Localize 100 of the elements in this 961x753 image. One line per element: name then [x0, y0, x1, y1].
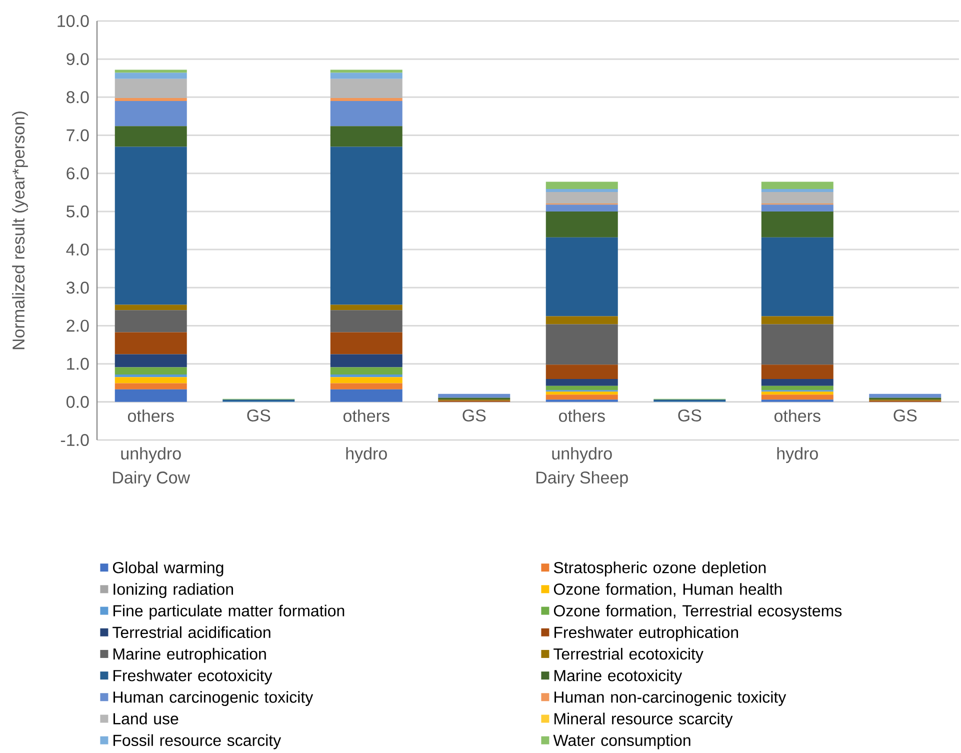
legend-label: Terrestrial ecotoxicity: [554, 648, 704, 663]
y-tick-label: 7.0: [66, 129, 89, 142]
bar: [330, 377, 402, 384]
text: Dairy Cow: [113, 471, 190, 487]
legend-label: Fine particulate matter formation: [114, 604, 344, 620]
bar: [330, 354, 402, 368]
legend-label: Global warming: [113, 562, 224, 576]
bar: [761, 316, 834, 324]
bar: [114, 146, 187, 305]
bar: [330, 100, 402, 126]
bar: [114, 354, 187, 368]
bar: [761, 204, 834, 212]
bar: [761, 237, 834, 316]
bar: [546, 211, 618, 238]
text: unhydro: [552, 447, 612, 463]
legend-label: Marine eutrophication: [114, 648, 266, 663]
y-tick-label: 8.0: [66, 91, 89, 104]
bar: [114, 374, 187, 378]
legend-label: Terrestrial acidification: [112, 626, 270, 638]
bar: [546, 386, 618, 390]
y-axis-title: Normalized result (year*person): [12, 112, 28, 350]
bar: [761, 392, 834, 395]
bar: [330, 304, 402, 310]
legend-label: Mineral resource scarcity: [554, 712, 733, 728]
y-tick-label: 1.0: [67, 358, 89, 370]
y-tick-label: 0.0: [66, 396, 89, 408]
text: unhydro: [121, 447, 181, 463]
bar: [761, 379, 834, 386]
x-tick-label: others: [343, 409, 390, 422]
y-tick-label: 4.0: [66, 244, 89, 256]
bar: [546, 316, 618, 324]
bar: [330, 374, 402, 378]
bar: [761, 324, 834, 365]
bar: [761, 394, 834, 400]
x-tick-label: GS: [462, 409, 486, 422]
text: hydro: [777, 447, 818, 463]
y-tick-label: 10.0: [58, 14, 89, 28]
x-tick-label: others: [128, 409, 174, 422]
bar: [330, 98, 402, 101]
bar: [546, 324, 618, 365]
bar: [114, 389, 187, 402]
bar: [330, 146, 402, 305]
bar: [546, 379, 618, 386]
y-tick-label: 9.0: [66, 53, 89, 66]
y-tick-label: 2.0: [66, 320, 89, 332]
bar: [114, 70, 187, 73]
bar: [869, 394, 942, 398]
bar: [546, 204, 618, 212]
bar: [114, 377, 187, 384]
x-tick-label: GS: [247, 409, 270, 422]
bar: [114, 367, 187, 374]
x-tick-label: GS: [678, 409, 702, 422]
legend-label: Human carcinogenic toxicity: [114, 691, 314, 706]
bar: [761, 364, 834, 380]
bar: [546, 394, 618, 400]
x-tick-label: others: [558, 409, 605, 422]
bar: [114, 332, 187, 354]
bar: [761, 182, 834, 189]
text: hydro: [346, 447, 387, 463]
bar: [546, 182, 618, 189]
legend-label: Ionizing radiation: [114, 583, 233, 598]
legend-label: Ozone formation, Human health: [554, 583, 782, 597]
bar: [114, 383, 187, 390]
legend-label: Human non-carcinogenic toxicity: [554, 691, 786, 706]
legend-label: Water consumption: [553, 734, 690, 750]
bar: [114, 126, 187, 147]
bar: [330, 72, 402, 79]
x-tick-label: GS: [894, 409, 917, 422]
bar: [330, 78, 402, 98]
bar: [114, 310, 187, 332]
bar: [330, 332, 402, 354]
bar: [330, 310, 402, 332]
y-tick-label: -1.0: [60, 434, 89, 446]
bar: [114, 100, 187, 126]
bar: [330, 383, 402, 390]
bar: [546, 192, 618, 204]
bar: [330, 70, 402, 73]
text: Dairy Sheep: [536, 471, 628, 487]
bar: [761, 188, 834, 192]
y-tick-label: 5.0: [66, 205, 89, 218]
bar: [114, 98, 187, 101]
legend-label: Ozone formation, Terrestrial ecosystems: [554, 604, 842, 620]
bar: [114, 72, 187, 79]
bar: [761, 211, 834, 238]
bar: [546, 392, 618, 395]
y-tick-label: 3.0: [66, 282, 89, 294]
x-tick-label: others: [774, 409, 820, 422]
legend-label: Fossil resource scarcity: [114, 734, 282, 750]
bar: [330, 367, 402, 374]
bar: [761, 192, 834, 204]
bar: [546, 364, 618, 380]
bar: [330, 126, 402, 147]
bar: [438, 394, 510, 398]
legend-label: Marine ecotoxicity: [554, 669, 682, 684]
legend-label: Stratospheric ozone depletion: [554, 562, 766, 576]
bar: [761, 386, 834, 390]
bar: [114, 78, 187, 98]
legend-label: Freshwater eutrophication: [554, 626, 738, 642]
bar: [546, 237, 618, 316]
bar: [330, 389, 402, 402]
